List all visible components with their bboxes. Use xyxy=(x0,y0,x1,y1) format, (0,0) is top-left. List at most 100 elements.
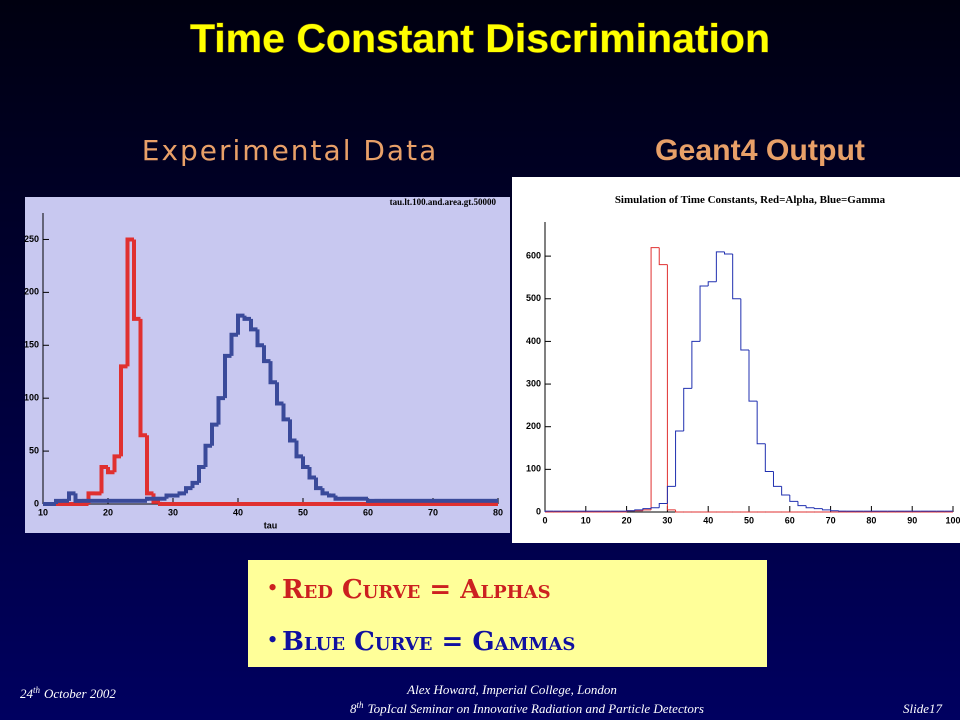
x-tick-label: 90 xyxy=(907,515,917,525)
y-tick-label: 600 xyxy=(526,250,541,260)
histogram-bin xyxy=(112,454,121,473)
histogram-bin xyxy=(642,508,652,510)
histogram-bin xyxy=(781,486,790,496)
text: 8 xyxy=(350,701,357,716)
histogram-bin xyxy=(164,493,173,499)
histogram-bin xyxy=(249,318,258,332)
x-tick-label: 70 xyxy=(428,507,438,517)
histogram-bin xyxy=(732,253,741,300)
histogram-bin xyxy=(724,251,733,255)
chart-background xyxy=(512,177,960,543)
histogram-bin xyxy=(658,247,668,266)
histogram-bin xyxy=(158,501,167,506)
histogram-bin xyxy=(216,396,225,425)
histogram-bin xyxy=(366,498,375,503)
histogram-bin xyxy=(197,464,206,483)
y-tick-label: 500 xyxy=(526,293,541,303)
histogram-bin xyxy=(333,495,342,501)
x-tick-label: 20 xyxy=(622,515,632,525)
histogram-bin xyxy=(106,466,115,475)
histogram-bin xyxy=(145,435,154,496)
x-tick-label: 0 xyxy=(542,515,547,525)
slide-title: Time Constant Discrimination xyxy=(190,17,770,61)
y-tick-label: 300 xyxy=(526,378,541,388)
chart-background xyxy=(25,197,510,533)
text: 24 xyxy=(20,686,34,701)
x-tick-label: 10 xyxy=(38,507,48,517)
x-tick-label: 80 xyxy=(493,507,503,517)
histogram-bin xyxy=(177,491,186,496)
y-tick-label: 200 xyxy=(526,421,541,431)
histogram-bin xyxy=(223,353,232,399)
histogram-bin xyxy=(813,507,823,510)
histogram-bin xyxy=(805,505,815,509)
x-tick-label: 20 xyxy=(103,507,113,517)
histogram-bin xyxy=(544,510,554,512)
histogram-bin xyxy=(650,247,660,510)
x-tick-label: 60 xyxy=(363,507,373,517)
y-tick-label: 0 xyxy=(536,506,541,516)
text: th xyxy=(357,700,365,710)
histogram-bin xyxy=(634,509,643,511)
x-tick-label: 30 xyxy=(662,515,672,525)
histogram-bin xyxy=(275,382,284,406)
histogram-bin xyxy=(229,332,238,356)
histogram-bin xyxy=(683,387,692,431)
text: TopIcal Seminar on Innovative Radiation … xyxy=(368,701,704,716)
histogram-bin xyxy=(314,477,323,491)
histogram-bin xyxy=(320,488,329,496)
right-heading: Geant4 Output xyxy=(655,134,865,167)
histogram-bin xyxy=(675,509,684,513)
footer-date: 24th October 2002 xyxy=(20,685,116,701)
histogram-bin xyxy=(748,349,758,402)
histogram-bin xyxy=(307,466,316,480)
y-tick-label: 150 xyxy=(24,340,39,350)
legend-item: Blue Curve = Gammas xyxy=(282,627,575,657)
text: October 2002 xyxy=(44,686,116,701)
x-axis-label: tau xyxy=(264,520,278,530)
histogram-bin xyxy=(666,485,676,504)
legend-box xyxy=(248,560,767,667)
histogram-bin xyxy=(138,318,147,438)
y-tick-label: 100 xyxy=(526,464,541,474)
x-tick-label: 40 xyxy=(233,507,243,517)
histogram-bin xyxy=(821,508,831,511)
footer-seminar: 8th TopIcal Seminar on Innovative Radiati… xyxy=(350,700,704,716)
histogram-bin xyxy=(125,237,134,367)
chart-title: tau.lt.100.and.area.gt.50000 xyxy=(390,197,497,207)
histogram-bin xyxy=(327,493,336,498)
histogram-bin xyxy=(210,422,219,446)
histogram-bin xyxy=(764,443,774,472)
histogram-bin xyxy=(658,502,668,508)
histogram-bin xyxy=(281,403,290,422)
bullet: • xyxy=(268,573,277,602)
histogram-bin xyxy=(236,313,245,335)
histogram-bin xyxy=(294,440,303,459)
y-tick-label: 250 xyxy=(24,234,39,244)
y-tick-label: 50 xyxy=(29,445,39,455)
y-tick-label: 400 xyxy=(526,336,541,346)
bullet: • xyxy=(268,625,277,654)
histogram-bin xyxy=(830,509,839,512)
histogram-bin xyxy=(262,345,271,364)
x-tick-label: 60 xyxy=(785,515,795,525)
footer-slide: Slide17 xyxy=(903,701,942,716)
histogram-bin xyxy=(132,239,141,321)
y-tick-label: 200 xyxy=(24,287,39,297)
histogram-bin xyxy=(301,456,310,469)
histogram-bin xyxy=(119,364,128,457)
chart-title: Simulation of Time Constants, Red=Alpha,… xyxy=(615,194,886,206)
histogram-bin xyxy=(99,464,108,494)
histogram-bin xyxy=(789,494,798,502)
histogram-bin xyxy=(54,498,63,504)
histogram-bin xyxy=(67,491,76,501)
text: th xyxy=(33,685,41,695)
x-tick-label: 50 xyxy=(298,507,308,517)
histogram-bin xyxy=(268,361,277,385)
legend-item: Red Curve = Alphas xyxy=(282,575,551,605)
x-tick-label: 80 xyxy=(866,515,876,525)
histogram-bin xyxy=(255,329,264,348)
x-tick-label: 50 xyxy=(744,515,754,525)
x-tick-label: 70 xyxy=(826,515,836,525)
